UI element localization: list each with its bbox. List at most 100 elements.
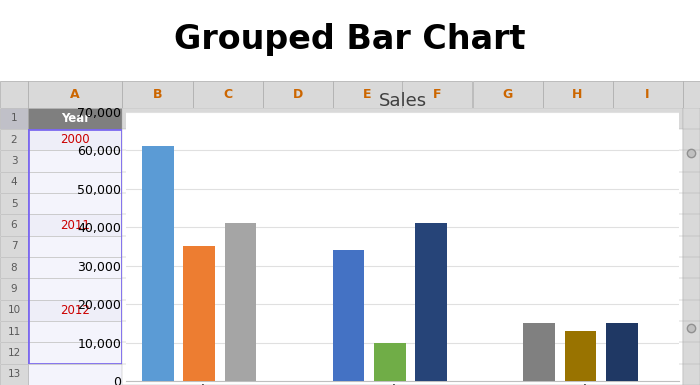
Text: G: G (503, 88, 512, 101)
Text: 4: 4 (10, 177, 18, 187)
Bar (122, 257, 682, 278)
Text: C: C (223, 88, 232, 101)
Bar (183, 246, 215, 381)
Bar (682, 257, 700, 278)
Title: Sales: Sales (379, 92, 426, 110)
Bar (565, 331, 596, 381)
Bar (374, 343, 406, 381)
Bar (0, 342, 28, 364)
Bar (122, 81, 192, 108)
Bar (122, 278, 682, 300)
Text: 6: 6 (10, 220, 18, 230)
Bar (0, 321, 28, 342)
Bar (0, 364, 28, 385)
Text: H: H (573, 88, 582, 101)
Bar (682, 278, 700, 300)
Bar (0, 172, 28, 193)
Bar (0, 214, 28, 236)
Text: 2: 2 (10, 135, 18, 145)
Bar (122, 129, 682, 151)
Bar (0, 129, 28, 151)
Text: 2000: 2000 (60, 133, 90, 146)
Bar (682, 364, 700, 385)
Bar (28, 364, 122, 385)
Bar (28, 129, 122, 151)
Bar (332, 250, 365, 381)
Text: 8: 8 (10, 263, 18, 273)
Bar (682, 342, 700, 364)
Text: 2011: 2011 (60, 219, 90, 231)
Bar (122, 342, 682, 364)
Text: 11: 11 (8, 327, 20, 337)
Bar (0, 257, 28, 278)
Text: 5: 5 (10, 199, 18, 209)
Bar (28, 172, 122, 193)
Text: F: F (433, 88, 442, 101)
Bar (402, 81, 472, 108)
Bar (225, 223, 256, 381)
Bar (524, 323, 555, 381)
Bar (122, 364, 682, 385)
Bar (0, 81, 28, 108)
Bar (0, 193, 28, 214)
Text: 10: 10 (8, 305, 20, 315)
Bar (28, 342, 122, 364)
Text: Grouped Bar Chart: Grouped Bar Chart (174, 23, 526, 56)
Bar (542, 81, 612, 108)
Bar (122, 151, 682, 172)
Bar (682, 172, 700, 193)
Text: D: D (293, 88, 302, 101)
Text: 13: 13 (8, 369, 20, 379)
Text: 9: 9 (10, 284, 18, 294)
Bar (415, 223, 447, 381)
Bar (682, 151, 700, 172)
Bar (122, 193, 682, 214)
Text: 7: 7 (10, 241, 18, 251)
Bar (682, 108, 700, 129)
Bar (332, 81, 402, 108)
Bar (28, 321, 122, 342)
Bar (28, 193, 122, 214)
Bar (262, 81, 332, 108)
Text: 12: 12 (8, 348, 20, 358)
Bar (122, 236, 682, 257)
Bar (28, 278, 122, 300)
Bar (28, 236, 122, 257)
Bar (612, 81, 682, 108)
Bar (193, 81, 262, 108)
Bar (0, 300, 28, 321)
Bar (122, 108, 682, 129)
Bar (682, 214, 700, 236)
Bar (122, 300, 682, 321)
Text: B: B (153, 88, 162, 101)
Text: 2012: 2012 (60, 304, 90, 317)
Bar (122, 214, 682, 236)
Bar (682, 321, 700, 342)
Bar (142, 146, 174, 381)
Bar (122, 172, 682, 193)
Bar (28, 108, 122, 129)
Bar (28, 300, 122, 321)
Bar (682, 129, 700, 151)
Bar (122, 321, 682, 342)
Bar (682, 236, 700, 257)
Bar (682, 193, 700, 214)
Bar (28, 81, 122, 108)
Bar (0, 278, 28, 300)
Bar (682, 300, 700, 321)
Text: Year: Year (61, 112, 90, 125)
Text: E: E (363, 88, 372, 101)
Text: A: A (71, 88, 80, 101)
Bar (473, 81, 542, 108)
Bar (28, 151, 122, 172)
Bar (0, 151, 28, 172)
Bar (28, 257, 122, 278)
Text: 1: 1 (10, 114, 18, 124)
Bar (606, 323, 638, 381)
Bar (0, 236, 28, 257)
Bar (0, 108, 28, 129)
Bar (682, 81, 700, 108)
Bar (28, 214, 122, 236)
Text: I: I (645, 88, 650, 101)
Text: 3: 3 (10, 156, 18, 166)
